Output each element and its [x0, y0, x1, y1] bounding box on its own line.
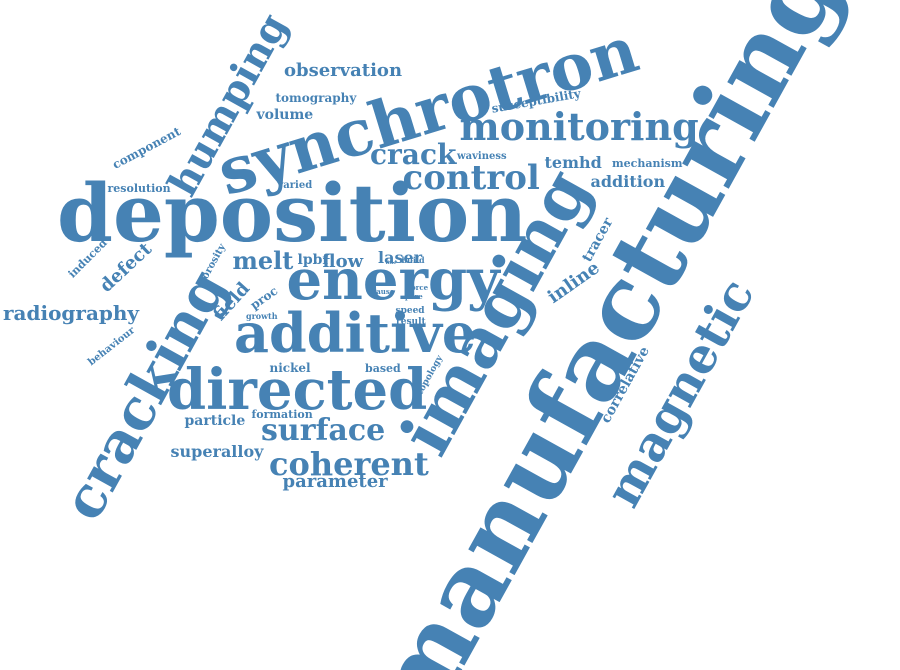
word-surface: surface — [261, 413, 386, 448]
word-energy: energy — [286, 247, 500, 313]
word-pore: pore — [405, 291, 423, 301]
word-radiography: radiography — [3, 301, 140, 325]
word-result: result — [396, 316, 426, 327]
word-crack: crack — [370, 138, 457, 171]
word-varied: varied — [277, 180, 313, 191]
word-parameter: parameter — [282, 471, 388, 492]
word-coherent: coherent — [269, 445, 429, 483]
word-particle: particle — [184, 413, 246, 429]
word-force: force — [408, 282, 429, 292]
word-additive: additive — [234, 301, 477, 365]
word-melt: melt — [232, 246, 294, 275]
word-volume: volume — [256, 107, 314, 123]
word-temhd: temhd — [544, 153, 602, 172]
word-addition: addition — [590, 172, 666, 191]
word-speed: speed — [395, 305, 425, 316]
word-growth: growth — [246, 311, 278, 321]
word-tide: tide — [385, 259, 397, 266]
word-waviness: waviness — [457, 151, 507, 162]
word-superalloy: superalloy — [170, 442, 264, 461]
word-laser: laser — [378, 248, 423, 267]
word-nickel: nickel — [269, 361, 311, 375]
word-observation: observation — [284, 60, 403, 81]
word-mechanism: mechanism — [612, 156, 683, 170]
word-flow: flow — [322, 251, 364, 272]
word-based: based — [365, 361, 401, 375]
word-tomography: tomography — [275, 91, 357, 105]
word-monitoring: monitoring — [459, 104, 699, 149]
word-cause: cause — [372, 286, 395, 296]
word-control: control — [402, 158, 540, 198]
word-resolution: resolution — [107, 181, 171, 195]
word-formation: formation — [251, 407, 313, 421]
word-build: build — [401, 255, 425, 265]
word-deposition: deposition — [57, 166, 528, 260]
word-lpbf: lpbf — [297, 252, 329, 268]
word-directed: directed — [167, 357, 428, 423]
